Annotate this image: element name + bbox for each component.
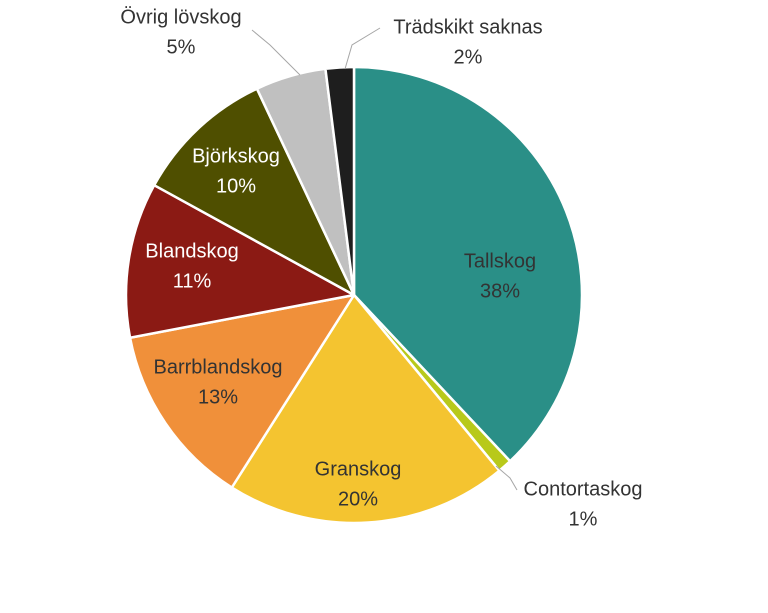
slice-value-tallskog: 38% (480, 280, 520, 302)
slice-value-contortaskog: 1% (569, 508, 598, 530)
slice-label-ovrig-lovskog: Övrig lövskog (120, 6, 241, 28)
slice-label-contortaskog: Contortaskog (524, 478, 643, 500)
pie-slice-tradskikt-saknas (324, 65, 356, 297)
slice-label-granskog: Granskog (315, 458, 402, 480)
slice-label-blandskog: Blandskog (145, 240, 238, 262)
pie-slice-tallskog (352, 65, 584, 463)
slice-label-tradskikt-saknas: Trädskikt saknas (393, 16, 542, 38)
slice-value-barrblandskog: 13% (198, 386, 238, 408)
pie-slice-blandskog (124, 183, 356, 339)
slice-label-tallskog: Tallskog (464, 250, 536, 272)
leader-line-contortaskog (495, 465, 518, 491)
leader-line-tradskikt-saknas (344, 27, 381, 70)
leader-line-ovrig-lovskog (251, 29, 301, 76)
slice-value-bjorkskog: 10% (216, 175, 256, 197)
pie-slice-bjorkskog (152, 87, 356, 297)
slice-label-barrblandskog: Barrblandskog (154, 356, 283, 378)
slice-value-ovrig-lovskog: 5% (167, 36, 196, 58)
pie-slice-barrblandskog (128, 293, 356, 489)
slice-value-granskog: 20% (338, 488, 378, 510)
slice-label-bjorkskog: Björkskog (192, 145, 280, 167)
slice-value-tradskikt-saknas: 2% (454, 46, 483, 68)
pie-slice-granskog (230, 293, 501, 525)
slice-value-blandskog: 11% (173, 270, 212, 292)
